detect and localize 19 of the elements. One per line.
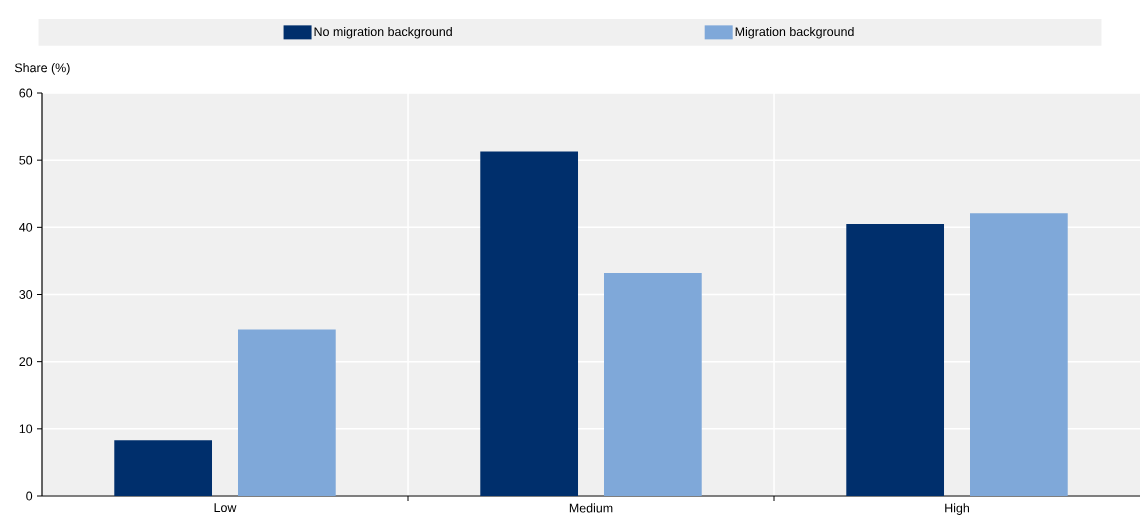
x-tick-label: High	[945, 503, 969, 515]
y-tick-label: 40	[19, 222, 33, 232]
x-tick-label: Medium	[569, 503, 613, 513]
bar	[604, 273, 702, 496]
x-tick-label: Low	[214, 503, 237, 513]
y-tick-label: 50	[19, 155, 33, 165]
y-tick-label: 0	[26, 491, 33, 501]
bar	[846, 223, 945, 496]
y-axis-title: Share (%)	[14, 63, 70, 75]
legend-label: Migration background	[735, 26, 854, 39]
y-tick-label: 20	[19, 357, 33, 367]
bar	[970, 213, 1068, 496]
legend-label: No migration background	[314, 26, 452, 39]
bar	[480, 151, 579, 496]
y-tick-label: 30	[19, 290, 33, 299]
bar	[238, 329, 336, 496]
y-tick-label: 10	[19, 424, 33, 434]
bar	[114, 440, 213, 496]
y-tick-label: 60	[19, 88, 33, 98]
